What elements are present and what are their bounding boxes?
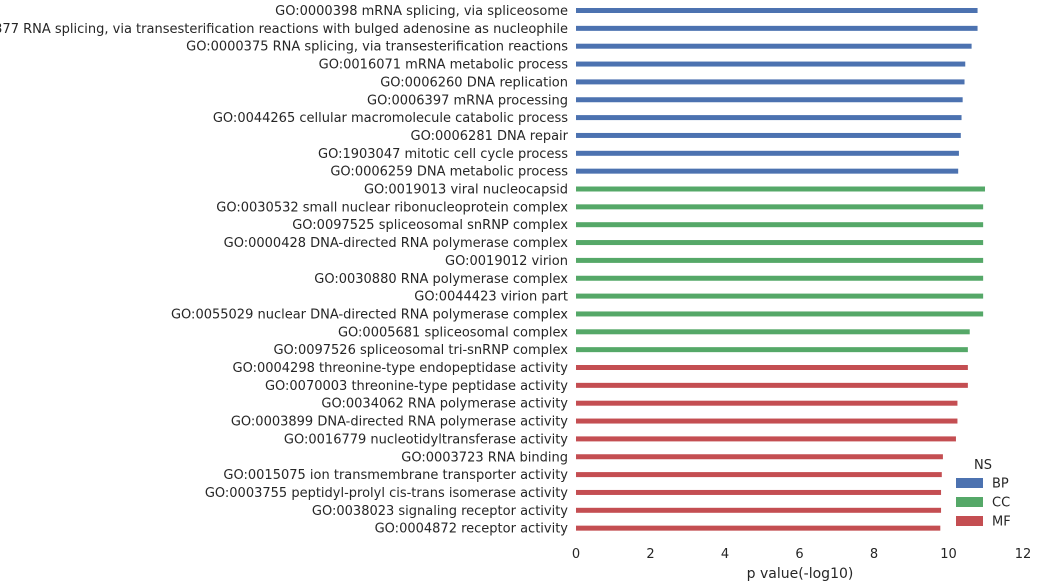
bar-bp — [576, 168, 959, 174]
bar-mf — [576, 400, 958, 406]
category-label: GO:0044423 virion part — [414, 290, 568, 305]
bar-bp — [576, 79, 965, 85]
bar-cc — [576, 186, 986, 192]
bar-cc — [576, 293, 984, 299]
category-labels: GO:0000398 mRNA splicing, via spliceosom… — [0, 4, 569, 537]
bar-cc — [576, 257, 984, 263]
bar-mf — [576, 472, 942, 478]
category-label: GO:0015075 ion transmembrane transporter… — [223, 468, 568, 483]
bar-mf — [576, 418, 958, 424]
bar-mf — [576, 454, 943, 460]
x-tick-label: 2 — [646, 547, 654, 562]
legend-swatch-bp — [956, 478, 983, 488]
category-label: GO:0097525 spliceosomal snRNP complex — [292, 218, 568, 233]
category-label: GO:0038023 signaling receptor activity — [312, 504, 568, 519]
category-label: GO:0030532 small nuclear ribonucleoprote… — [216, 200, 568, 215]
category-label: GO:0019012 virion — [445, 254, 568, 269]
category-label: GO:0000428 DNA-directed RNA polymerase c… — [224, 236, 569, 251]
bar-bp — [576, 25, 978, 31]
legend-title: NS — [974, 458, 992, 473]
bar-bp — [576, 97, 963, 103]
category-label: GO:0019013 viral nucleocapsid — [364, 183, 568, 198]
x-tick-label: 12 — [1015, 547, 1032, 562]
bar-mf — [576, 507, 942, 513]
category-label: GO:0003723 RNA binding — [401, 450, 568, 465]
category-label: GO:0000398 mRNA splicing, via spliceosom… — [275, 4, 568, 19]
bar-bp — [576, 115, 962, 121]
category-label: GO:0006281 DNA repair — [411, 129, 569, 144]
bars — [576, 8, 986, 531]
x-tick-label: 8 — [870, 547, 878, 562]
bar-cc — [576, 347, 968, 353]
x-tick-label: 4 — [721, 547, 729, 562]
category-label: GO:0006259 DNA metabolic process — [330, 165, 568, 180]
bar-bp — [576, 150, 959, 156]
category-label: GO:0016071 mRNA metabolic process — [319, 58, 569, 73]
category-label: GO:0034062 RNA polymerase activity — [321, 397, 568, 412]
x-tick-label: 6 — [795, 547, 803, 562]
legend-swatch-mf — [956, 516, 983, 526]
x-axis-ticks: 0 2 4 6 8 10 12 — [572, 547, 1031, 562]
legend-swatch-cc — [956, 497, 983, 507]
bar-bp — [576, 43, 972, 49]
category-label: GO:0030880 RNA polymerase complex — [314, 272, 568, 287]
bar-bp — [576, 61, 966, 67]
bar-bp — [576, 8, 978, 13]
legend: NS BP CC MF — [956, 458, 1011, 530]
category-label: GO:0004872 receptor activity — [375, 522, 569, 537]
bar-bp — [576, 132, 961, 138]
bar-cc — [576, 275, 984, 281]
category-label: GO:0055029 nuclear DNA-directed RNA poly… — [171, 307, 568, 322]
category-label: GO:0003899 DNA-directed RNA polymerase a… — [231, 415, 568, 430]
category-label: GO:0006260 DNA replication — [380, 75, 568, 90]
category-label: GO:0097526 spliceosomal tri-snRNP comple… — [273, 343, 568, 358]
bar-cc — [576, 311, 984, 317]
bar-mf — [576, 489, 942, 495]
legend-items: BP CC MF — [956, 477, 1011, 530]
bar-mf — [576, 525, 941, 531]
bar-cc — [576, 204, 984, 210]
bar-mf — [576, 436, 956, 442]
x-axis-title: p value(-log10) — [747, 566, 854, 582]
category-label: GO:0016779 nucleotidyltransferase activi… — [284, 432, 568, 447]
category-label: GO:0000375 RNA splicing, via transesteri… — [186, 40, 568, 55]
legend-label-mf: MF — [992, 515, 1011, 530]
category-label: GO:0044265 cellular macromolecule catabo… — [213, 111, 568, 126]
category-label: GO:0003755 peptidyl-prolyl cis-trans iso… — [205, 486, 568, 501]
category-label: GO:0004298 threonine-type endopeptidase … — [233, 361, 569, 376]
x-tick-label: 10 — [940, 547, 957, 562]
bar-mf — [576, 382, 968, 388]
category-label: GO:0005681 spliceosomal complex — [338, 325, 568, 340]
bar-cc — [576, 222, 984, 228]
legend-label-bp: BP — [992, 477, 1009, 492]
x-tick-label: 0 — [572, 547, 580, 562]
category-label: GO:1903047 mitotic cell cycle process — [318, 147, 568, 162]
bar-cc — [576, 329, 970, 335]
category-label: GO:0000377 RNA splicing, via transesteri… — [0, 22, 568, 37]
category-label: GO:0006397 mRNA processing — [367, 93, 568, 108]
bar-mf — [576, 365, 968, 370]
category-label: GO:0070003 threonine-type peptidase acti… — [265, 379, 568, 394]
legend-label-cc: CC — [992, 496, 1010, 511]
bar-cc — [576, 240, 984, 246]
